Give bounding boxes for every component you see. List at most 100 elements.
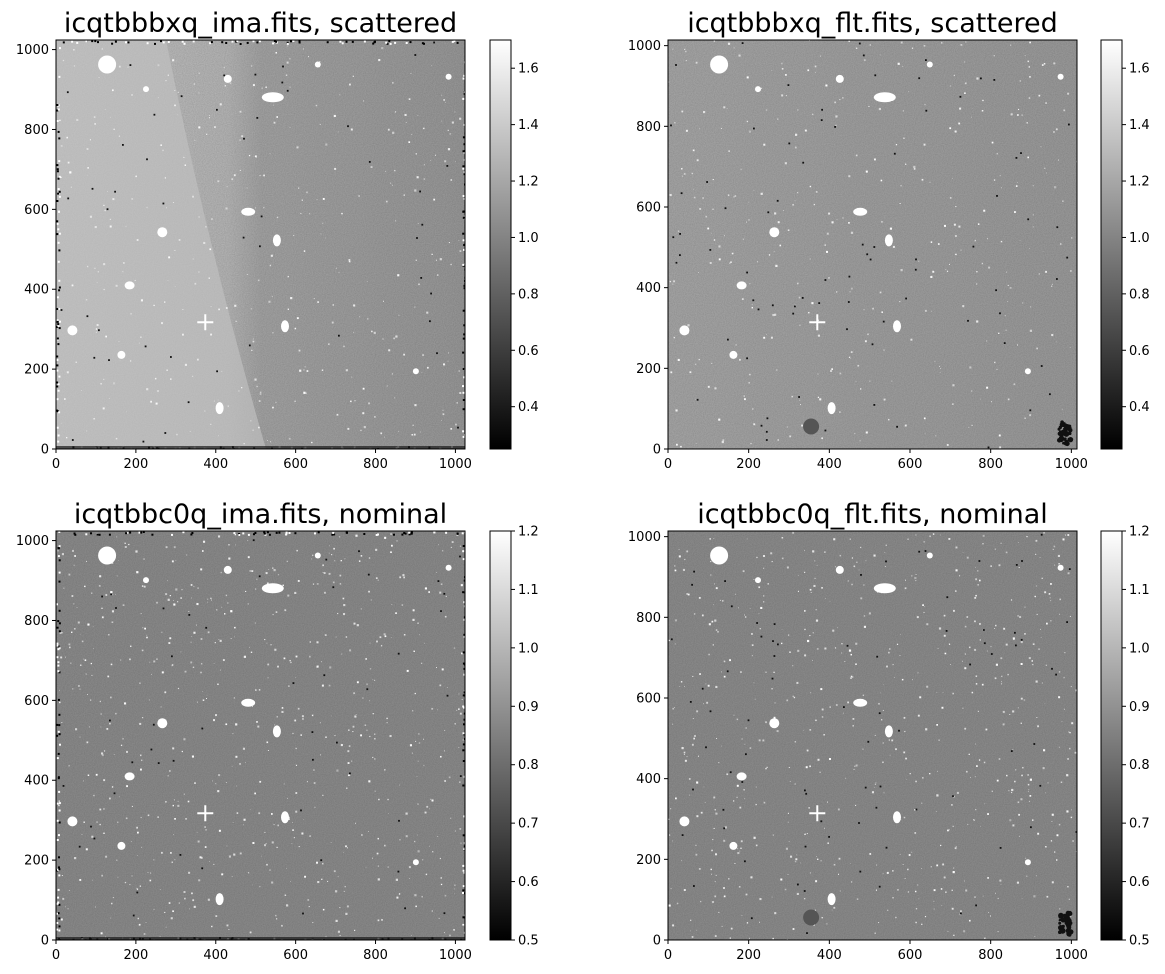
dark-pixel — [824, 429, 827, 432]
faint-source — [815, 191, 818, 193]
faint-source — [710, 868, 712, 871]
faint-source — [1035, 585, 1037, 587]
edge-pixel — [246, 41, 249, 44]
faint-source — [110, 116, 111, 118]
faint-source — [777, 118, 779, 120]
faint-source — [193, 631, 196, 634]
faint-source — [976, 765, 978, 767]
faint-source — [189, 908, 190, 910]
faint-source — [412, 618, 415, 621]
faint-source — [680, 681, 683, 683]
faint-source — [94, 906, 96, 908]
faint-source — [58, 800, 60, 802]
faint-source — [787, 821, 789, 823]
faint-source — [851, 583, 853, 586]
faint-source — [403, 576, 405, 579]
faint-source — [797, 109, 799, 111]
dark-pixel — [788, 142, 791, 145]
faint-source — [448, 776, 451, 779]
faint-source — [949, 85, 952, 87]
dark-pixel — [730, 605, 733, 608]
faint-source — [746, 221, 747, 223]
faint-source — [1044, 591, 1047, 594]
faint-source — [871, 791, 874, 794]
faint-source — [137, 831, 139, 834]
faint-source — [994, 548, 996, 550]
edge-pixel — [372, 42, 375, 45]
faint-source — [213, 400, 215, 402]
faint-source — [983, 209, 986, 212]
faint-source — [270, 254, 273, 257]
faint-source — [937, 770, 938, 772]
edge-pixel — [463, 848, 465, 851]
faint-source — [394, 170, 396, 172]
faint-source — [1017, 114, 1019, 116]
faint-source — [430, 160, 431, 161]
faint-source — [723, 675, 726, 678]
faint-source — [815, 609, 817, 611]
dark-pixel — [1030, 826, 1032, 829]
faint-source — [809, 635, 811, 637]
faint-source — [990, 565, 992, 567]
dark-pixel — [722, 808, 725, 811]
faint-source — [222, 659, 225, 661]
edge-pixel — [463, 244, 465, 246]
faint-source — [1029, 329, 1032, 332]
dark-pixel — [672, 236, 675, 239]
x-tick-label: 400 — [817, 457, 842, 472]
faint-source — [1043, 532, 1045, 534]
faint-source — [347, 750, 350, 753]
faint-source — [307, 899, 310, 901]
faint-source — [715, 812, 718, 815]
faint-source — [146, 388, 149, 391]
faint-source — [257, 725, 260, 728]
edge-pixel — [285, 532, 288, 535]
faint-source — [275, 914, 277, 917]
faint-source — [696, 710, 699, 713]
faint-source — [825, 84, 828, 87]
dark-pixel — [846, 644, 849, 647]
faint-source — [860, 597, 863, 600]
faint-source — [333, 114, 336, 117]
faint-source — [993, 55, 995, 57]
faint-source — [936, 724, 938, 726]
faint-source — [1029, 248, 1030, 249]
bright-source — [412, 859, 419, 866]
faint-source — [101, 874, 103, 877]
faint-source — [281, 707, 284, 709]
faint-source — [396, 540, 398, 542]
faint-source — [958, 225, 961, 228]
faint-source — [308, 56, 309, 58]
faint-source — [283, 657, 286, 660]
edge-pixel — [56, 644, 59, 647]
faint-source — [345, 636, 348, 638]
image-frame — [667, 39, 1078, 450]
faint-source — [288, 437, 291, 440]
faint-source — [832, 629, 835, 632]
edge-pixel — [463, 171, 465, 174]
dark-pixel — [834, 126, 836, 128]
edge-pixel — [56, 642, 59, 645]
faint-source — [804, 571, 806, 573]
faint-source — [231, 876, 233, 877]
bright-source — [124, 281, 135, 290]
faint-source — [227, 602, 229, 604]
dark-pixel — [336, 741, 338, 744]
dark-pixel — [859, 870, 862, 873]
faint-source — [76, 118, 79, 121]
faint-source — [774, 212, 777, 215]
edge-pixel — [273, 40, 276, 43]
dark-pixel — [952, 795, 954, 798]
edge-pixel — [57, 645, 60, 648]
panel-title: icqtbbbxq_flt.fits, scattered — [687, 8, 1058, 39]
dark-pixel — [459, 555, 461, 558]
faint-source — [110, 917, 112, 919]
faint-source — [171, 560, 174, 563]
faint-source — [724, 826, 727, 829]
edge-pixel — [56, 802, 59, 805]
faint-source — [440, 755, 442, 758]
faint-source — [881, 221, 883, 223]
faint-source — [172, 804, 174, 807]
edge-pixel — [451, 40, 454, 43]
faint-source — [443, 363, 445, 366]
